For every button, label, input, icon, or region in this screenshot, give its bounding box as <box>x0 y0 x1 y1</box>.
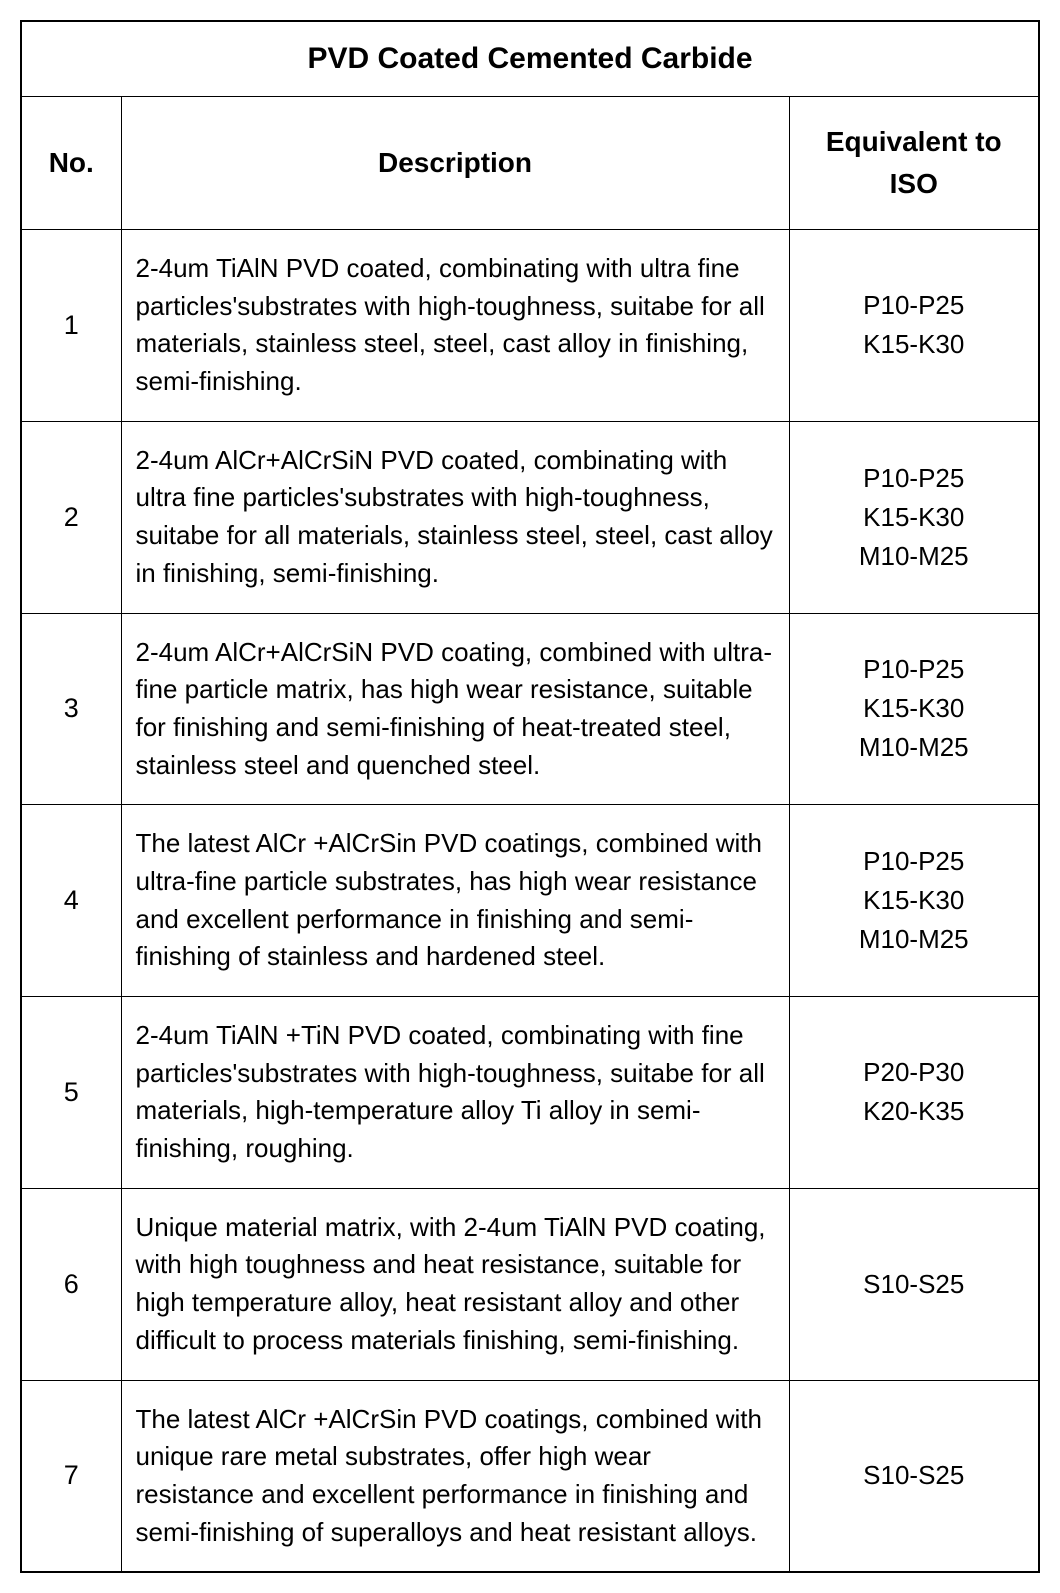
cell-no: 2 <box>21 421 121 613</box>
cell-iso: S10-S25 <box>789 1380 1039 1572</box>
iso-value: P10-P25 <box>802 842 1027 881</box>
cell-iso: P10-P25K15-K30M10-M25 <box>789 421 1039 613</box>
iso-value: K15-K30 <box>802 325 1027 364</box>
cell-iso: P10-P25K15-K30M10-M25 <box>789 805 1039 997</box>
iso-value: M10-M25 <box>802 537 1027 576</box>
header-iso: Equivalent to ISO <box>789 97 1039 230</box>
table-row: 7The latest AlCr +AlCrSin PVD coatings, … <box>21 1380 1039 1572</box>
table-row: 6Unique material matrix, with 2-4um TiAl… <box>21 1188 1039 1380</box>
cell-no: 7 <box>21 1380 121 1572</box>
table-row: 4The latest AlCr +AlCrSin PVD coatings, … <box>21 805 1039 997</box>
cell-no: 4 <box>21 805 121 997</box>
table-row: 22-4um AlCr+AlCrSiN PVD coated, combinat… <box>21 421 1039 613</box>
table-row: 32-4um AlCr+AlCrSiN PVD coating, combine… <box>21 613 1039 805</box>
iso-value: P20-P30 <box>802 1053 1027 1092</box>
cell-iso: P10-P25K15-K30 <box>789 230 1039 422</box>
cell-no: 5 <box>21 997 121 1189</box>
iso-value: M10-M25 <box>802 920 1027 959</box>
iso-value: P10-P25 <box>802 650 1027 689</box>
iso-value: K20-K35 <box>802 1092 1027 1131</box>
carbide-table: PVD Coated Cemented Carbide No. Descript… <box>20 20 1040 1573</box>
table-body: 12-4um TiAlN PVD coated, combinating wit… <box>21 230 1039 1573</box>
cell-description: The latest AlCr +AlCrSin PVD coatings, c… <box>121 805 789 997</box>
cell-iso: P10-P25K15-K30M10-M25 <box>789 613 1039 805</box>
cell-no: 1 <box>21 230 121 422</box>
table-row: 52-4um TiAlN +TiN PVD coated, combinatin… <box>21 997 1039 1189</box>
cell-description: 2-4um AlCr+AlCrSiN PVD coating, combined… <box>121 613 789 805</box>
table-title: PVD Coated Cemented Carbide <box>21 21 1039 97</box>
cell-description: Unique material matrix, with 2-4um TiAlN… <box>121 1188 789 1380</box>
cell-description: 2-4um TiAlN PVD coated, combinating with… <box>121 230 789 422</box>
cell-iso: P20-P30K20-K35 <box>789 997 1039 1189</box>
cell-description: The latest AlCr +AlCrSin PVD coatings, c… <box>121 1380 789 1572</box>
iso-value: P10-P25 <box>802 286 1027 325</box>
cell-description: 2-4um TiAlN +TiN PVD coated, combinating… <box>121 997 789 1189</box>
cell-description: 2-4um AlCr+AlCrSiN PVD coated, combinati… <box>121 421 789 613</box>
header-no: No. <box>21 97 121 230</box>
cell-no: 3 <box>21 613 121 805</box>
table-row: 12-4um TiAlN PVD coated, combinating wit… <box>21 230 1039 422</box>
iso-value: K15-K30 <box>802 498 1027 537</box>
header-row: No. Description Equivalent to ISO <box>21 97 1039 230</box>
iso-value: S10-S25 <box>802 1456 1027 1495</box>
iso-value: K15-K30 <box>802 689 1027 728</box>
table-container: PVD Coated Cemented Carbide No. Descript… <box>20 20 1040 1573</box>
title-row: PVD Coated Cemented Carbide <box>21 21 1039 97</box>
header-description: Description <box>121 97 789 230</box>
iso-value: S10-S25 <box>802 1265 1027 1304</box>
iso-value: K15-K30 <box>802 881 1027 920</box>
iso-value: P10-P25 <box>802 459 1027 498</box>
cell-no: 6 <box>21 1188 121 1380</box>
iso-value: M10-M25 <box>802 728 1027 767</box>
cell-iso: S10-S25 <box>789 1188 1039 1380</box>
